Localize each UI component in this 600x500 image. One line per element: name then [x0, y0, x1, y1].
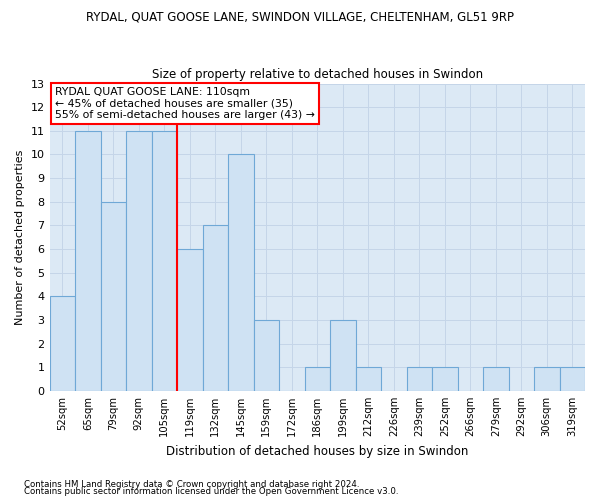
Bar [560, 368, 585, 391]
Bar [432, 368, 458, 391]
Bar [101, 202, 126, 391]
Bar [407, 368, 432, 391]
X-axis label: Distribution of detached houses by size in Swindon: Distribution of detached houses by size … [166, 444, 469, 458]
Bar [203, 226, 228, 391]
Text: Contains public sector information licensed under the Open Government Licence v3: Contains public sector information licen… [24, 487, 398, 496]
Text: RYDAL QUAT GOOSE LANE: 110sqm
← 45% of detached houses are smaller (35)
55% of s: RYDAL QUAT GOOSE LANE: 110sqm ← 45% of d… [55, 87, 315, 120]
Y-axis label: Number of detached properties: Number of detached properties [15, 150, 25, 325]
Text: Contains HM Land Registry data © Crown copyright and database right 2024.: Contains HM Land Registry data © Crown c… [24, 480, 359, 489]
Bar [534, 368, 560, 391]
Title: Size of property relative to detached houses in Swindon: Size of property relative to detached ho… [152, 68, 483, 81]
Bar [228, 154, 254, 391]
Bar [50, 296, 75, 391]
Text: RYDAL, QUAT GOOSE LANE, SWINDON VILLAGE, CHELTENHAM, GL51 9RP: RYDAL, QUAT GOOSE LANE, SWINDON VILLAGE,… [86, 10, 514, 23]
Bar [254, 320, 279, 391]
Bar [483, 368, 509, 391]
Bar [330, 320, 356, 391]
Bar [305, 368, 330, 391]
Bar [356, 368, 381, 391]
Bar [152, 131, 177, 391]
Bar [126, 131, 152, 391]
Bar [75, 131, 101, 391]
Bar [177, 249, 203, 391]
